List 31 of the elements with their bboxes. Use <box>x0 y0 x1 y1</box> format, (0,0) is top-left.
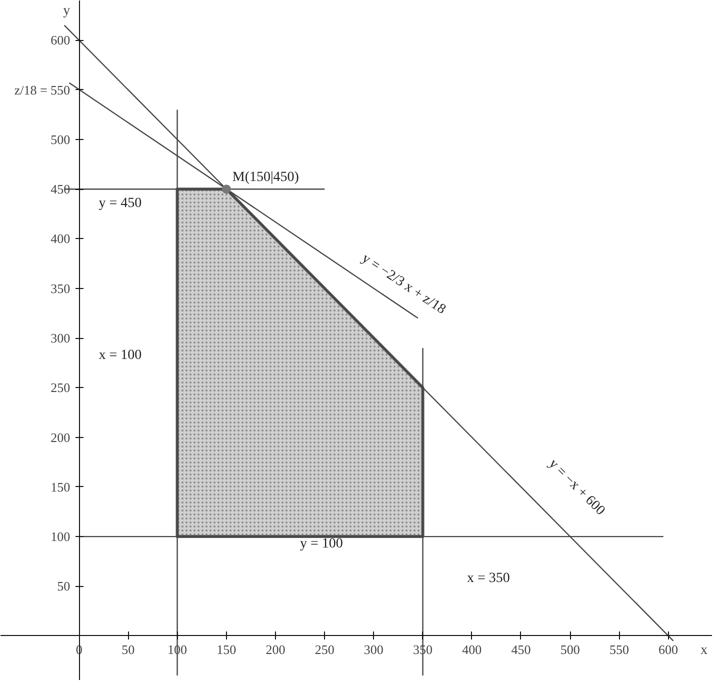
y-tick-label: 50 <box>57 578 70 594</box>
x-tick-label: 550 <box>609 642 629 657</box>
annotation: M(150|450) <box>232 170 300 186</box>
y-tick-label: 450 <box>50 182 70 197</box>
annotation: y = 450 <box>98 196 142 211</box>
y-tick-label: 200 <box>50 430 70 445</box>
annotation: x = 350 <box>466 571 510 586</box>
annotation: y = −2/3 x + z/18 <box>358 251 448 318</box>
x-tick-label: 500 <box>560 642 580 657</box>
annotation: y = −x + 600 <box>546 456 608 518</box>
x-axis-title: x <box>700 642 708 658</box>
y-tick-label: 250 <box>50 380 70 396</box>
x-tick-label: 600 <box>658 642 678 657</box>
x-tick-label: 200 <box>266 642 286 657</box>
y-tick-label: 350 <box>50 280 70 296</box>
y-axis-title: y <box>63 4 70 18</box>
x-tick-label: 450 <box>511 642 531 657</box>
y-tick-label: 300 <box>50 330 70 346</box>
y-tick-label: 400 <box>50 231 70 246</box>
y-tick-label: 500 <box>50 132 70 147</box>
x-tick-label: 150 <box>216 642 236 657</box>
y-tick-label: 600 <box>50 32 70 48</box>
x-tick-label: 400 <box>462 642 482 657</box>
y-tick-label: 100 <box>50 529 70 544</box>
annotation: x = 100 <box>98 348 142 363</box>
y-tick-label: 150 <box>50 479 70 494</box>
annotation: y = 100 <box>300 536 343 552</box>
x-tick-label: 50 <box>122 642 135 657</box>
x-tick-label: 300 <box>364 642 384 657</box>
x-tick-label: 250 <box>314 642 334 657</box>
y-tick-label: z/18 = 550 <box>14 82 70 98</box>
